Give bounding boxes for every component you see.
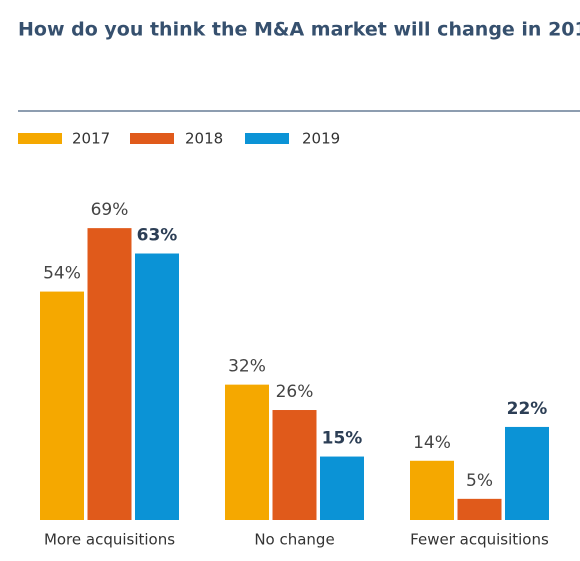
value-label: 63%	[137, 226, 178, 246]
bar	[87, 228, 132, 520]
bar	[40, 291, 84, 520]
x-tick-label: No change	[254, 531, 334, 549]
value-label: 14%	[413, 433, 451, 453]
legend-label: 2017	[72, 130, 110, 148]
legend-label: 2018	[185, 130, 223, 148]
x-tick-label: More acquisitions	[44, 531, 175, 549]
legend-swatch	[18, 133, 62, 144]
bar	[505, 426, 549, 520]
value-label: 69%	[91, 200, 129, 220]
bar	[320, 456, 364, 520]
value-label: 22%	[507, 399, 548, 419]
x-tick-label: Fewer acquisitions	[410, 531, 549, 549]
legend-swatch	[130, 133, 174, 144]
value-label: 32%	[228, 357, 266, 377]
value-label: 15%	[322, 429, 363, 449]
bar	[225, 384, 269, 520]
chart-title: How do you think the M&A market will cha…	[18, 19, 580, 41]
bar	[410, 460, 454, 520]
value-label: 54%	[43, 264, 81, 284]
bar	[272, 410, 317, 520]
legend-label: 2019	[302, 130, 340, 148]
value-label: 26%	[276, 382, 314, 402]
bar	[457, 498, 502, 520]
legend-swatch	[245, 133, 289, 144]
value-label: 5%	[466, 471, 493, 491]
bar	[135, 253, 179, 520]
